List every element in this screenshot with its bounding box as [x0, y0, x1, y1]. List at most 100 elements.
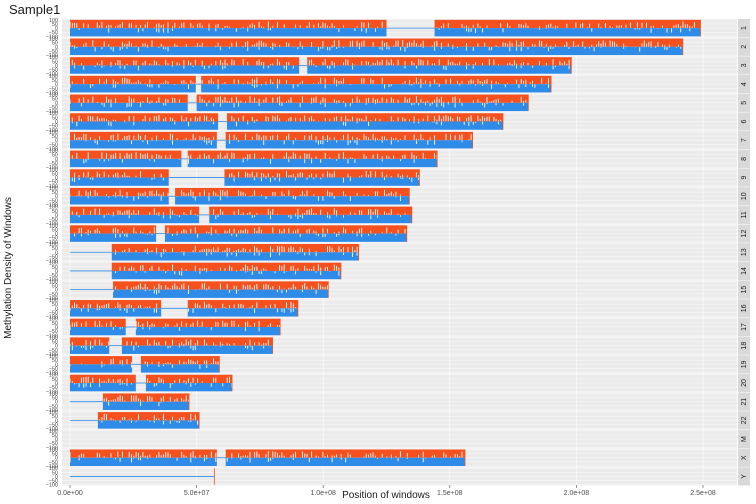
y-tick-label: −100 [46, 371, 58, 377]
y-tick-label: −100 [46, 389, 58, 395]
y-tick-label: −50 [49, 479, 58, 485]
density-texture [99, 413, 199, 425]
facet-strip [738, 280, 750, 299]
x-tick-label: 2.0e+08 [564, 490, 590, 497]
positive-density-band [145, 374, 233, 384]
positive-density-band [224, 169, 420, 178]
y-tick-label: −50 [49, 124, 58, 130]
positive-density-band [135, 318, 281, 327]
facet-strip [738, 355, 750, 374]
y-tick-label: −100 [46, 240, 58, 246]
y-tick-label: 0 [55, 362, 58, 368]
y-tick-label: −100 [46, 408, 58, 414]
y-tick-label: 0 [55, 176, 58, 182]
negative-density-band [70, 233, 157, 242]
facet-strip-label: 15 [741, 286, 748, 294]
positive-density-band [225, 449, 465, 458]
y-tick-label: −50 [49, 180, 58, 186]
y-tick-label: 100 [49, 298, 58, 304]
y-tick-label: −50 [49, 236, 58, 242]
y-tick-label: 50 [52, 209, 58, 215]
y-tick-label: 0 [55, 250, 58, 256]
y-tick-label: 50 [52, 246, 58, 252]
facet-strip-label: 9 [741, 175, 748, 179]
y-axis-label: Methylation Density of Windows [3, 197, 14, 339]
y-tick-label: 50 [52, 41, 58, 47]
y-tick-label: 50 [52, 414, 58, 420]
facet-strip [738, 448, 750, 467]
y-tick-label: −50 [49, 198, 58, 204]
facet-strip [738, 187, 750, 206]
y-tick-label: 100 [49, 466, 58, 472]
positive-density-band [70, 374, 136, 384]
y-tick-label: 50 [52, 377, 58, 383]
density-texture [71, 115, 502, 127]
negative-density-band [70, 383, 136, 392]
y-tick-label: −50 [49, 423, 58, 429]
y-tick-label: 100 [49, 410, 58, 416]
facet-panels: 100500−50−1001100500−50−1002100500−50−10… [46, 18, 750, 489]
y-tick-label: −100 [46, 445, 58, 451]
positive-density-band [209, 206, 412, 215]
x-tick-label: 5.0e+07 [184, 490, 210, 497]
positive-density-band [70, 131, 217, 141]
y-tick-label: 100 [49, 167, 58, 173]
positive-density-band [70, 449, 217, 458]
density-texture [69, 21, 695, 33]
negative-density-band [70, 121, 219, 130]
facet-strip-label: 6 [741, 119, 748, 123]
negative-density-band [70, 326, 126, 336]
facet-strip-label: 10 [741, 192, 748, 200]
positive-density-band [187, 300, 298, 309]
positive-density-band [111, 262, 341, 271]
negative-density-band [113, 289, 329, 298]
facet-strip-label: 4 [741, 82, 748, 86]
y-tick-label: 100 [49, 37, 58, 43]
negative-density-band [434, 28, 701, 37]
negative-density-band [70, 177, 169, 186]
facet-strip-label: X [741, 455, 748, 460]
y-tick-label: 0 [55, 120, 58, 126]
negative-density-band [70, 457, 217, 467]
density-texture [115, 264, 340, 276]
facet-strip-label: 16 [741, 304, 748, 312]
y-tick-label: −100 [46, 90, 58, 96]
density-texture [69, 320, 281, 332]
y-tick-label: 0 [55, 82, 58, 88]
positive-density-band [175, 187, 410, 197]
density-texture [69, 376, 233, 388]
y-tick-label: −50 [49, 292, 58, 298]
negative-density-band [70, 364, 133, 373]
y-tick-label: −100 [46, 427, 58, 433]
y-tick-label: 50 [52, 358, 58, 364]
facet-strip [738, 149, 750, 168]
y-tick-label: −50 [49, 161, 58, 167]
negative-density-band [121, 345, 273, 354]
y-tick-label: −100 [46, 146, 58, 152]
negative-density-band [145, 383, 233, 392]
y-tick-label: −100 [46, 483, 58, 489]
positive-density-band [70, 169, 169, 178]
y-tick-label: −50 [49, 217, 58, 223]
y-tick-label: 100 [49, 149, 58, 155]
positive-density-band [196, 94, 529, 103]
density-texture [71, 171, 420, 183]
y-tick-label: 50 [52, 433, 58, 439]
y-tick-label: 50 [52, 470, 58, 476]
positive-density-band [70, 187, 169, 197]
facet-strip [738, 392, 750, 411]
facet-strip [738, 317, 750, 337]
